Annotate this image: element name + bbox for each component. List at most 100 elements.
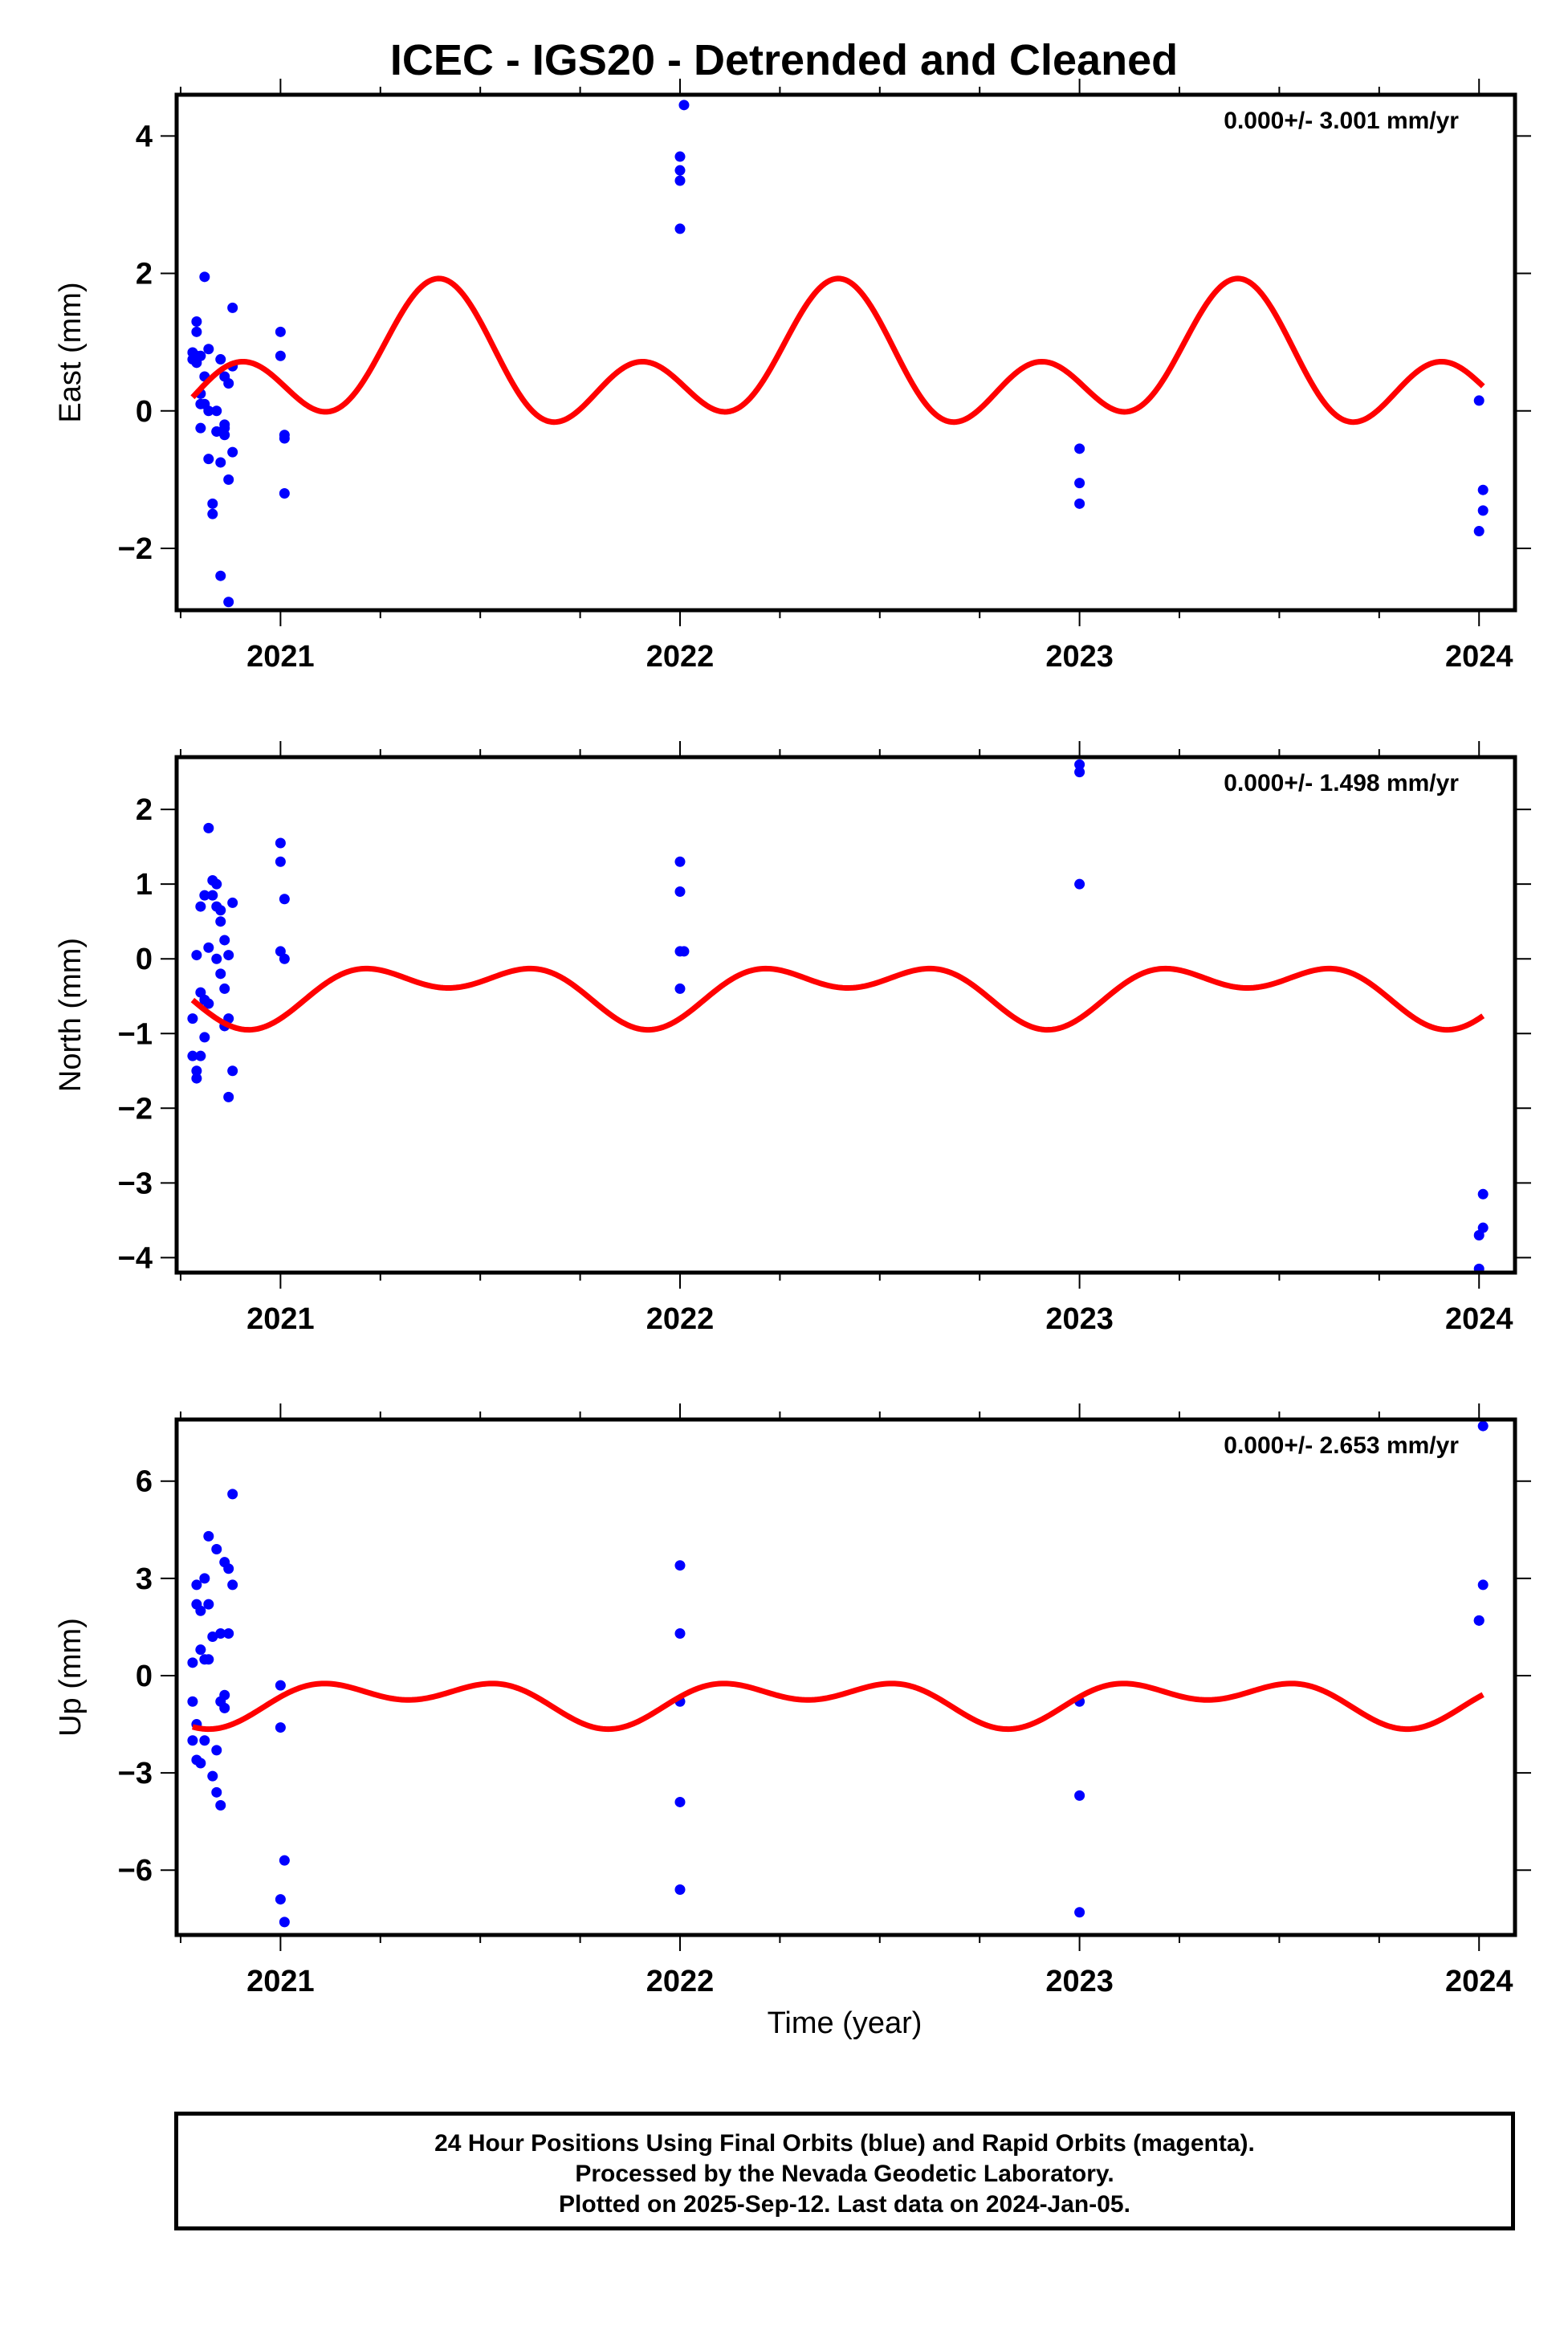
- x-axis-label: Time (year): [768, 2006, 922, 2040]
- east-data-point: [674, 223, 686, 234]
- footer-box: 24 Hour Positions Using Final Orbits (bl…: [174, 2112, 1515, 2230]
- north-data-point: [223, 950, 234, 961]
- north-data-point: [279, 894, 290, 905]
- up-data-point: [211, 1544, 222, 1555]
- north-data-point: [215, 968, 226, 980]
- north-data-point: [227, 1065, 238, 1077]
- up-data-point: [674, 1796, 686, 1807]
- north-data-point: [191, 1073, 202, 1084]
- east-y-tick-label: 0: [136, 395, 153, 429]
- up-data-point: [195, 1758, 206, 1769]
- north-data-point: [678, 946, 690, 957]
- north-data-point: [1477, 1222, 1489, 1233]
- north-data-point: [203, 942, 214, 953]
- up-data-point: [195, 1605, 206, 1616]
- east-data-point: [211, 405, 222, 417]
- up-data-point: [223, 1563, 234, 1574]
- north-y-tick-label: 0: [136, 943, 153, 976]
- north-data-point: [207, 890, 218, 901]
- east-data-point: [207, 498, 218, 509]
- east-data-point: [674, 175, 686, 186]
- north-y-tick-label: −1: [118, 1017, 153, 1051]
- up-panel: 2021 2022 2023 2024 −6 −3 0 3 6 Up (mm) 0.000+/- 2…: [54, 1403, 1531, 1998]
- east-data-point: [674, 165, 686, 176]
- north-data-point: [211, 878, 222, 890]
- north-data-point: [1074, 759, 1085, 770]
- east-data-group: [187, 100, 1489, 608]
- east-data-point: [1074, 498, 1085, 509]
- up-data-point: [275, 1894, 286, 1905]
- east-data-point: [1074, 478, 1085, 489]
- east-x-tick-label: 2022: [646, 640, 715, 674]
- north-data-point: [187, 1013, 198, 1024]
- north-x-tick-label: 2023: [1045, 1302, 1114, 1336]
- up-data-point: [191, 1579, 202, 1591]
- east-y-tick-label: 2: [136, 258, 153, 291]
- north-data-point: [219, 935, 230, 946]
- up-data-point: [227, 1489, 238, 1500]
- east-data-point: [1473, 395, 1485, 406]
- up-data-point: [674, 1560, 686, 1571]
- east-data-point: [227, 302, 238, 313]
- north-data-point: [191, 950, 202, 961]
- north-data-point: [211, 953, 222, 964]
- east-rate-label: 0.000+/- 3.001 mm/yr: [1224, 108, 1459, 134]
- up-data-point: [187, 1696, 198, 1707]
- up-data-point: [275, 1722, 286, 1733]
- north-y-tick-label: −4: [118, 1241, 153, 1275]
- up-data-point: [199, 1735, 210, 1746]
- east-x-tick-label: 2021: [246, 640, 315, 674]
- up-frame: [174, 1417, 1517, 1937]
- east-data-point: [1477, 484, 1489, 495]
- north-data-point: [219, 983, 230, 994]
- east-y-axis-label: East (mm): [54, 282, 88, 422]
- east-data-point: [275, 326, 286, 337]
- north-data-point: [1074, 767, 1085, 778]
- up-data-point: [223, 1627, 234, 1639]
- up-x-tick-label: 2021: [246, 1965, 315, 1998]
- east-fit-curve: [190, 275, 1485, 426]
- north-data-point: [195, 901, 206, 912]
- north-data-point: [215, 905, 226, 916]
- east-data-point: [279, 487, 290, 499]
- up-data-group: [187, 1420, 1489, 1928]
- up-data-point: [674, 1884, 686, 1895]
- up-data-point: [275, 1680, 286, 1691]
- north-data-point: [1477, 1188, 1489, 1200]
- north-data-point: [191, 1065, 202, 1077]
- north-data-point: [674, 983, 686, 994]
- north-y-tick-label: 1: [136, 868, 153, 902]
- north-fit-curve: [190, 965, 1485, 1033]
- up-y-tick-label: −3: [118, 1757, 153, 1790]
- north-data-point: [1473, 1263, 1485, 1273]
- east-data-point: [191, 326, 202, 337]
- east-data-point: [211, 426, 222, 437]
- east-data-point: [215, 457, 226, 468]
- east-data-point: [207, 508, 218, 519]
- up-data-point: [215, 1799, 226, 1811]
- north-data-point: [215, 916, 226, 927]
- up-data-point: [279, 1917, 290, 1928]
- east-data-point: [191, 316, 202, 327]
- up-data-point: [1473, 1615, 1485, 1626]
- north-data-point: [203, 822, 214, 833]
- north-data-point: [275, 856, 286, 867]
- east-data-point: [1473, 526, 1485, 537]
- east-data-point: [223, 597, 234, 608]
- north-x-tick-label: 2021: [246, 1302, 315, 1336]
- east-data-point: [223, 474, 234, 485]
- east-data-point: [203, 344, 214, 355]
- up-x-tick-label: 2023: [1045, 1965, 1114, 1998]
- chart-title: ICEC - IGS20 - Detrended and Cleaned: [389, 36, 1179, 84]
- north-data-point: [195, 1050, 206, 1061]
- east-data-point: [203, 405, 214, 417]
- up-data-point: [203, 1654, 214, 1665]
- up-y-tick-label: −6: [118, 1854, 153, 1888]
- up-data-point: [203, 1599, 214, 1610]
- north-data-group: [187, 759, 1489, 1273]
- east-data-point: [227, 446, 238, 458]
- east-x-tick-label: 2024: [1445, 640, 1513, 674]
- north-panel: 2021 2022 2023 2024 −4 −3 −2 −1 0 1 2 North (mm) 0.0…: [54, 741, 1531, 1336]
- up-y-tick-label: 3: [136, 1562, 153, 1596]
